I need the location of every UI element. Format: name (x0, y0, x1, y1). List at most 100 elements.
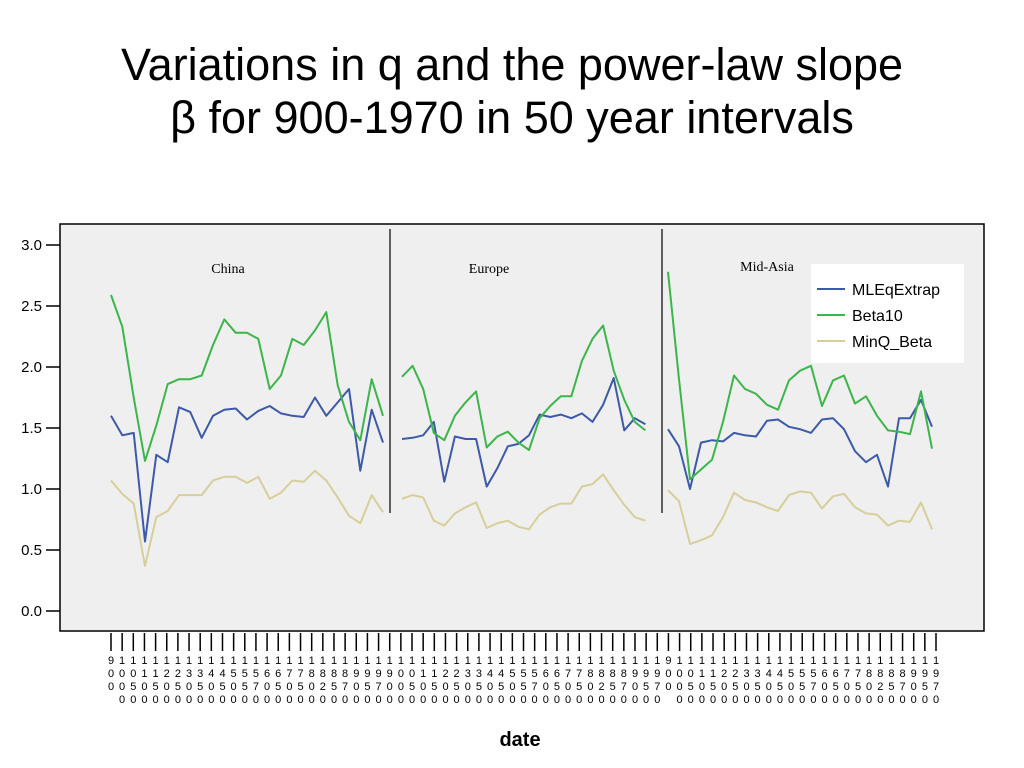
y-tick-label: 2.0 (21, 359, 42, 376)
series-line-europe-beta10 (401, 324, 647, 451)
panel-label: Mid-Asia (740, 260, 794, 275)
y-tick-label: 1.0 (21, 481, 42, 498)
series-layer (110, 271, 933, 567)
series-line-china-minq_beta (110, 469, 384, 567)
panel-label: Europe (469, 262, 509, 277)
legend-label: Beta10 (852, 308, 903, 325)
legend-label: MinQ_Beta (852, 334, 932, 351)
axes-layer: 0.0 0.5 1.0 1.5 2.0 2.5 3.0 9 0 0 1 0 0 0 1 0 5 0 1 1 0 0 1 1 5 0… (21, 229, 939, 706)
labels-layer: China Europe Mid-Asia (211, 260, 794, 277)
legend-box (811, 264, 964, 363)
y-tick-label: 0.0 (21, 603, 42, 620)
series-line-europe-minq_beta (401, 473, 646, 531)
panel-label: China (211, 262, 245, 277)
y-tick-label: 0.5 (21, 542, 42, 559)
x-axis-title: date (499, 729, 540, 751)
y-tick-label: 3.0 (21, 237, 42, 254)
title-line-1: Variations in q and the power-law slope (120, 39, 904, 90)
series-line-mid-asia-mleqextrap (667, 398, 933, 490)
title-line-2: β for 900-1970 in 50 year intervals (170, 92, 854, 143)
legend-label: MLEqExtrap (852, 282, 940, 299)
series-line-europe-mleqextrap (401, 377, 646, 488)
series-line-mid-asia-beta10 (667, 271, 933, 481)
legend: MLEqExtrap Beta10 MinQ_Beta (811, 264, 964, 363)
series-line-china-mleqextrap (110, 388, 384, 543)
y-tick-label: 1.5 (21, 420, 42, 437)
slide-title: Variations in q and the power-law slope … (0, 38, 1024, 144)
series-line-mid-asia-minq_beta (667, 489, 933, 545)
y-tick-label: 2.5 (21, 298, 42, 315)
